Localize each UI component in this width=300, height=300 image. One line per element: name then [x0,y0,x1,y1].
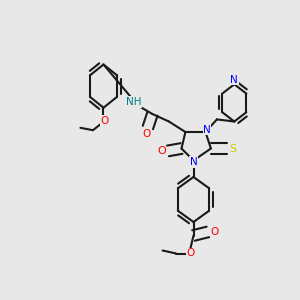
Text: O: O [210,227,219,237]
Text: N: N [190,157,197,167]
Text: N: N [203,124,211,135]
Text: N: N [230,75,238,85]
Text: S: S [230,143,237,154]
Text: O: O [157,146,166,156]
Text: NH: NH [126,97,141,107]
Text: O: O [142,129,151,139]
Text: O: O [186,248,195,259]
Text: O: O [101,116,109,126]
